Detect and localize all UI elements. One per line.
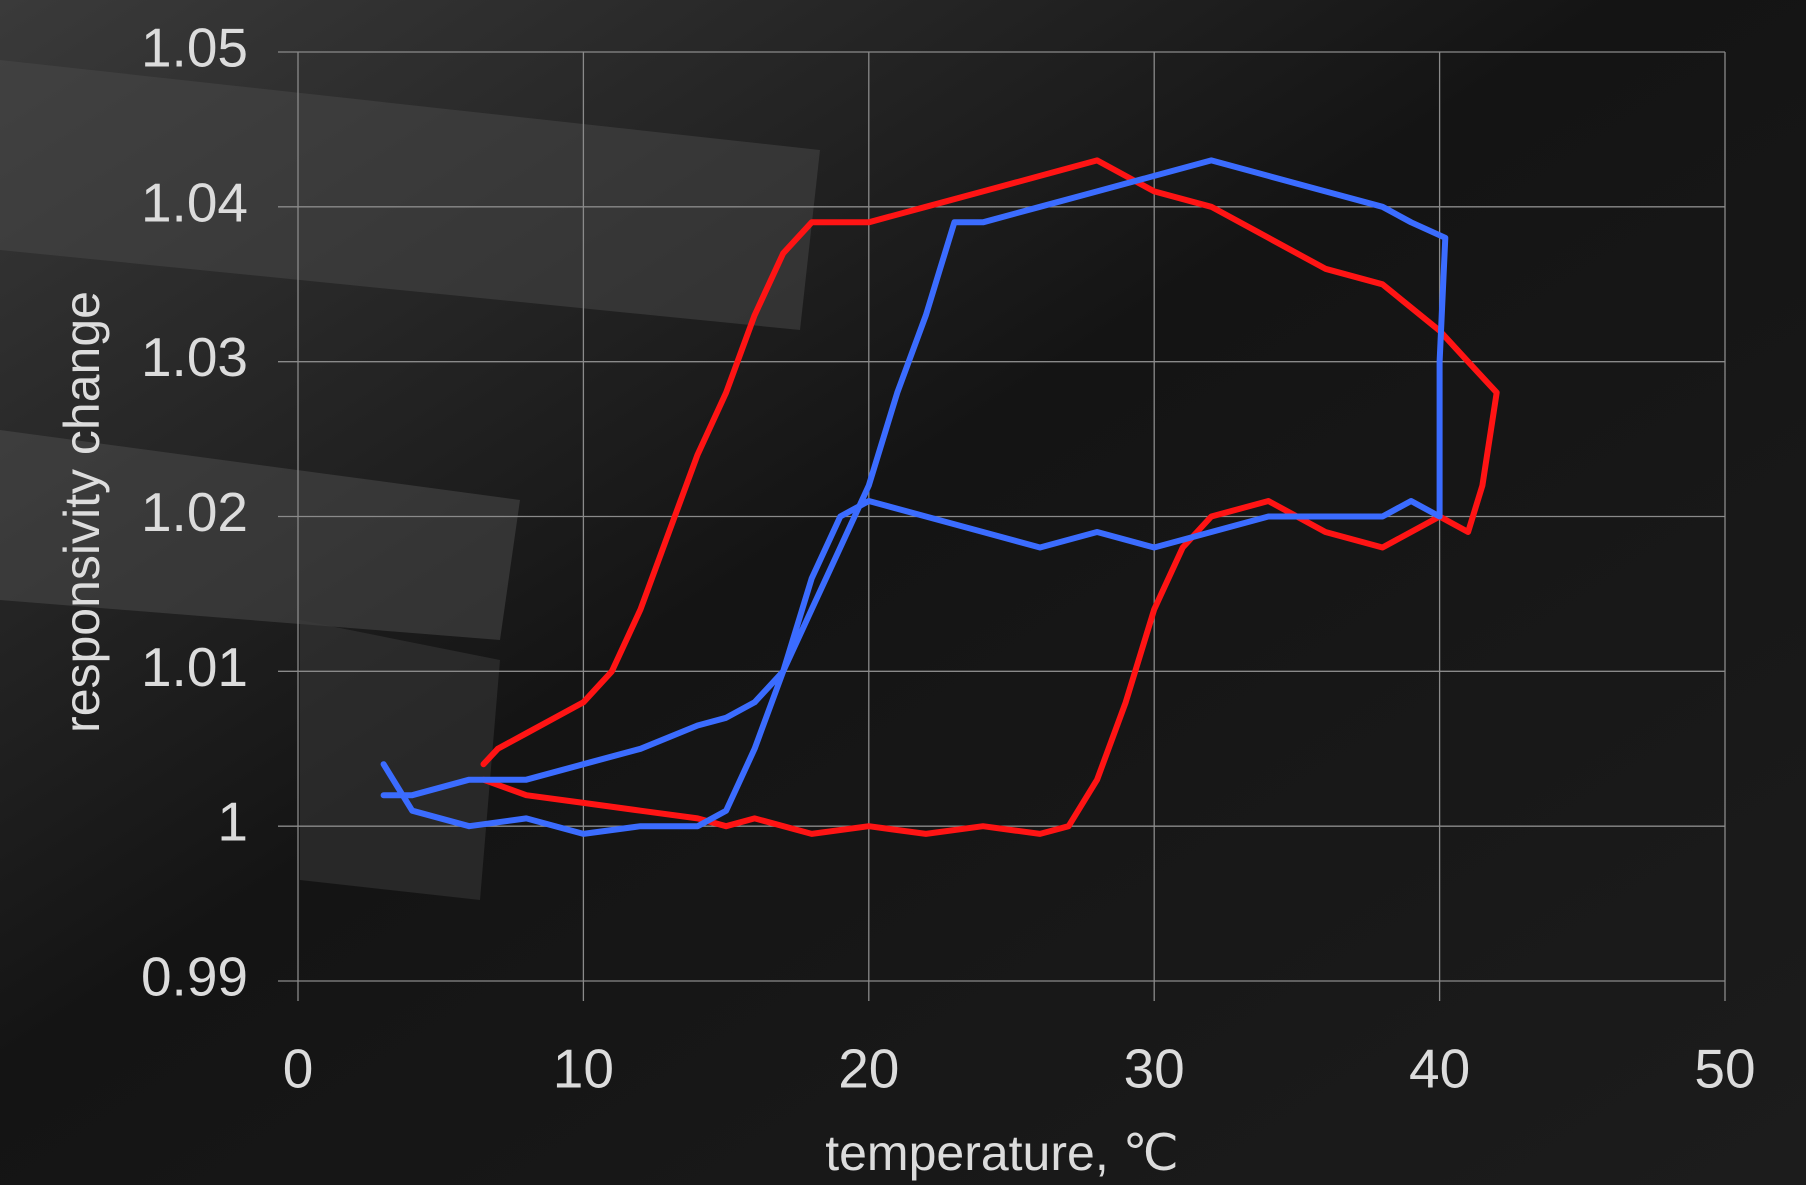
x-tick-label: 50 [1694, 1038, 1755, 1100]
x-tick-label: 40 [1409, 1038, 1470, 1100]
data-line [380, 157, 1449, 837]
y-tick-label: 1.05 [141, 17, 248, 79]
y-axis-title: responsivity change [54, 291, 110, 733]
x-tick-label: 30 [1124, 1038, 1185, 1100]
y-tick-label: 1.01 [141, 636, 248, 698]
x-tick-label: 0 [283, 1038, 314, 1100]
y-tick-label: 0.99 [141, 946, 248, 1008]
background-shape [300, 620, 500, 900]
background-shape [0, 430, 520, 640]
background-shape [0, 60, 820, 330]
y-tick-label: 1.03 [141, 326, 248, 388]
y-tick-label: 1.04 [141, 171, 248, 233]
y-tick-label: 1 [217, 791, 248, 853]
data-line [480, 157, 1500, 837]
x-tick-label: 20 [838, 1038, 899, 1100]
y-tick-label: 1.02 [141, 481, 248, 543]
x-tick-label: 10 [553, 1038, 614, 1100]
x-axis-title: temperature, ℃ [825, 1125, 1179, 1181]
